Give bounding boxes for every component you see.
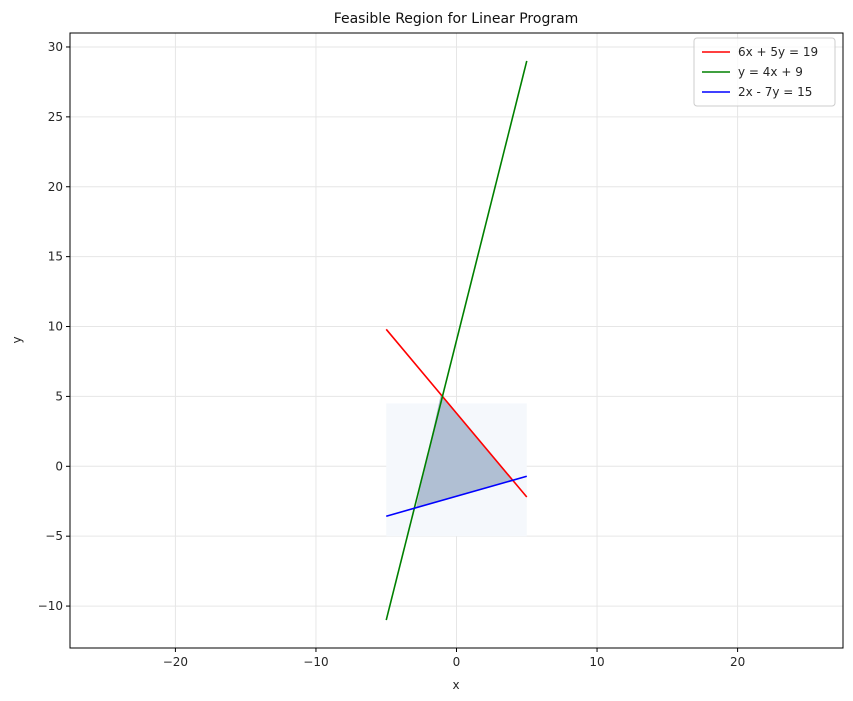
series-line — [386, 475, 527, 517]
y-tick-label: −5 — [45, 529, 63, 543]
y-axis-ticks: −10 −5 0 5 10 15 20 25 30 — [38, 40, 70, 613]
legend: 6x + 5y = 19 y = 4x + 9 2x - 7y = 15 — [693, 37, 836, 107]
legend-label: y = 4x + 9 — [738, 65, 803, 79]
legend-label: 6x + 5y = 19 — [738, 45, 818, 59]
y-tick-label: 20 — [48, 180, 63, 194]
y-tick-label: −10 — [38, 599, 63, 613]
x-tick-label: 0 — [453, 655, 461, 669]
x-tick-label: 10 — [589, 655, 604, 669]
x-tick-label: 20 — [730, 655, 745, 669]
series-layer — [385, 60, 528, 621]
legend-box — [693, 37, 836, 107]
legend-label: 2x - 7y = 15 — [738, 85, 812, 99]
y-axis-label: y — [10, 336, 24, 343]
feasible-region — [415, 394, 513, 508]
y-tick-label: 30 — [48, 40, 63, 54]
series-line — [385, 328, 528, 498]
x-axis-label: x — [452, 678, 459, 692]
x-axis-ticks: −20 −10 0 10 20 — [163, 648, 745, 669]
x-tick-label: −10 — [303, 655, 328, 669]
y-tick-label: 15 — [48, 250, 63, 264]
y-tick-label: 5 — [55, 389, 63, 403]
y-tick-label: 10 — [48, 320, 63, 334]
chart-title: Feasible Region for Linear Program — [334, 11, 579, 27]
series-line — [385, 60, 528, 621]
feasible-region-layer — [386, 394, 527, 537]
y-tick-label: 0 — [55, 459, 63, 473]
y-tick-label: 25 — [48, 110, 63, 124]
x-tick-label: −20 — [163, 655, 188, 669]
